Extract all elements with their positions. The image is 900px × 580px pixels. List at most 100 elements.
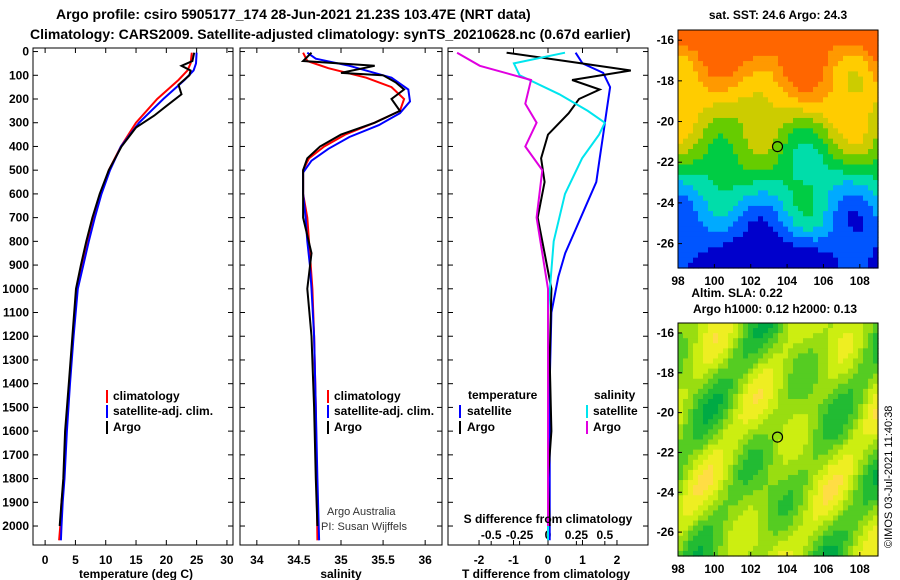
map-cell [738, 444, 744, 451]
map-cell [863, 226, 869, 233]
map-cell [698, 236, 704, 243]
map-cell [838, 520, 844, 527]
map-cell [823, 409, 829, 415]
map-cell [803, 40, 809, 47]
map-cell [838, 45, 844, 52]
map-cell [688, 123, 694, 129]
map-cell [868, 107, 874, 114]
map-cell [848, 45, 854, 52]
map-cell [873, 464, 879, 471]
map-cell [748, 358, 754, 365]
map-cell [853, 505, 859, 512]
map-cell [863, 404, 869, 410]
map-cell [758, 226, 764, 233]
map-cell [853, 540, 859, 547]
map-cell [808, 86, 814, 93]
map-cell [843, 495, 849, 501]
map-cell [833, 495, 839, 501]
map-cell [828, 464, 834, 471]
difference-series [456, 51, 631, 541]
map-cell [758, 180, 764, 186]
map-cell [793, 117, 799, 124]
map-cell [853, 434, 859, 441]
map-cell [773, 419, 779, 425]
map-cell [853, 40, 859, 47]
map-cell [793, 530, 799, 537]
map-cell [863, 231, 869, 238]
map-cell [838, 128, 844, 135]
map-cell [858, 525, 864, 532]
salinity-series [300, 51, 412, 541]
map-cell [808, 474, 814, 481]
map-cell [863, 505, 869, 512]
map-cell [693, 236, 699, 243]
map-cell [713, 112, 719, 119]
map-cell [703, 363, 709, 370]
sst-map-title: sat. SST: 24.6 Argo: 24.3 [709, 8, 848, 22]
map-cell [713, 378, 719, 385]
map-cell [708, 247, 714, 254]
x-tick-label: 20 [160, 553, 174, 567]
map-cell [798, 107, 804, 114]
map-cell [713, 444, 719, 451]
map-cell [688, 363, 694, 370]
map-cell [763, 409, 769, 415]
map-cell [828, 149, 834, 155]
map-cell [833, 247, 839, 254]
map-cell [793, 545, 799, 552]
map-cell [738, 97, 744, 104]
map-cell [723, 117, 729, 124]
map-cell [833, 221, 839, 228]
map-cell [738, 242, 744, 248]
map-cell [698, 490, 704, 496]
map-cell [768, 185, 774, 191]
map-cell [788, 398, 794, 405]
map-cell [798, 368, 804, 375]
map-cell [793, 221, 799, 228]
map-cell [788, 242, 794, 248]
map-cell [843, 30, 849, 36]
map-cell [743, 55, 749, 62]
map-cell [833, 81, 839, 88]
map-cell [838, 404, 844, 410]
map-cell [698, 323, 704, 329]
map-cell [758, 378, 764, 385]
map-cell [823, 211, 829, 217]
map-cell [688, 190, 694, 197]
map-cell [753, 117, 759, 124]
map-cell [793, 404, 799, 410]
map-cell [763, 464, 769, 471]
map-cell [868, 520, 874, 527]
map-cell [823, 164, 829, 171]
map-cell [723, 211, 729, 217]
map-cell [843, 81, 849, 88]
map-cell [703, 112, 709, 119]
map-cell [718, 480, 724, 486]
map-cell [863, 550, 869, 557]
map-cell [778, 363, 784, 370]
map-cell [828, 449, 834, 456]
map-cell [813, 515, 819, 522]
map-cell [843, 343, 849, 349]
map-cell [798, 323, 804, 329]
map-cell [833, 525, 839, 532]
map-cell [848, 378, 854, 385]
map-cell [738, 398, 744, 405]
map-cell [718, 444, 724, 451]
map-cell [748, 343, 754, 349]
map-cell [718, 373, 724, 380]
map-cell [783, 102, 789, 109]
map-cell [718, 50, 724, 57]
map-cell [728, 550, 734, 557]
map-cell [778, 221, 784, 228]
map-cell [798, 343, 804, 349]
map-y-tick-label: -20 [657, 406, 675, 420]
map-cell [703, 333, 709, 339]
map-cell [723, 505, 729, 512]
map-cell [728, 454, 734, 461]
map-cell [868, 510, 874, 517]
map-cell [828, 409, 834, 415]
map-cell [798, 133, 804, 140]
x-tick-label: 36 [418, 553, 432, 567]
map-cell [678, 123, 684, 129]
